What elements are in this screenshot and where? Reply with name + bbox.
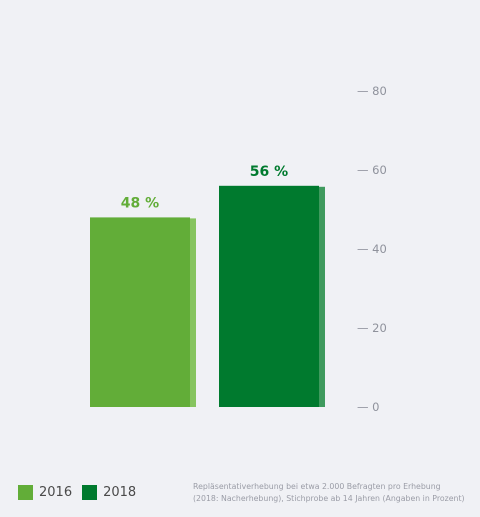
legend-swatch-2016: [18, 485, 33, 500]
y-tick-label-20: — 20: [357, 321, 387, 335]
bar-2018: [219, 185, 319, 407]
legend-label-2016: 2016: [39, 485, 73, 500]
footnote-line-2: (2018: Nacherhebung), Stichprobe ab 14 J…: [193, 494, 465, 503]
y-tick-label-80: — 80: [357, 84, 387, 98]
data-label-2018: 56 %: [250, 164, 288, 180]
data-label-2016: 48 %: [121, 195, 159, 211]
y-tick-label-60: — 60: [357, 163, 387, 177]
legend: 2016 2018: [18, 485, 146, 500]
footnote-line-1: Repläsentativerhebung bei etwa 2.000 Bef…: [193, 482, 441, 491]
legend-label-2018: 2018: [103, 485, 137, 500]
legend-item-2018: 2018: [82, 485, 136, 500]
bar-2016: [90, 217, 190, 407]
y-tick-label-0: — 0: [357, 400, 379, 414]
y-tick-label-40: — 40: [357, 242, 387, 256]
legend-swatch-2018: [82, 485, 98, 500]
bar-side-2018: [319, 186, 325, 407]
bar-side-2016: [190, 218, 196, 407]
footnote: Repläsentativerhebung bei etwa 2.000 Bef…: [193, 481, 478, 505]
bar-chart: — 0 — 20 — 40 — 60 — 80 48 % 56 %: [90, 84, 387, 414]
legend-item-2016: 2016: [18, 485, 72, 500]
